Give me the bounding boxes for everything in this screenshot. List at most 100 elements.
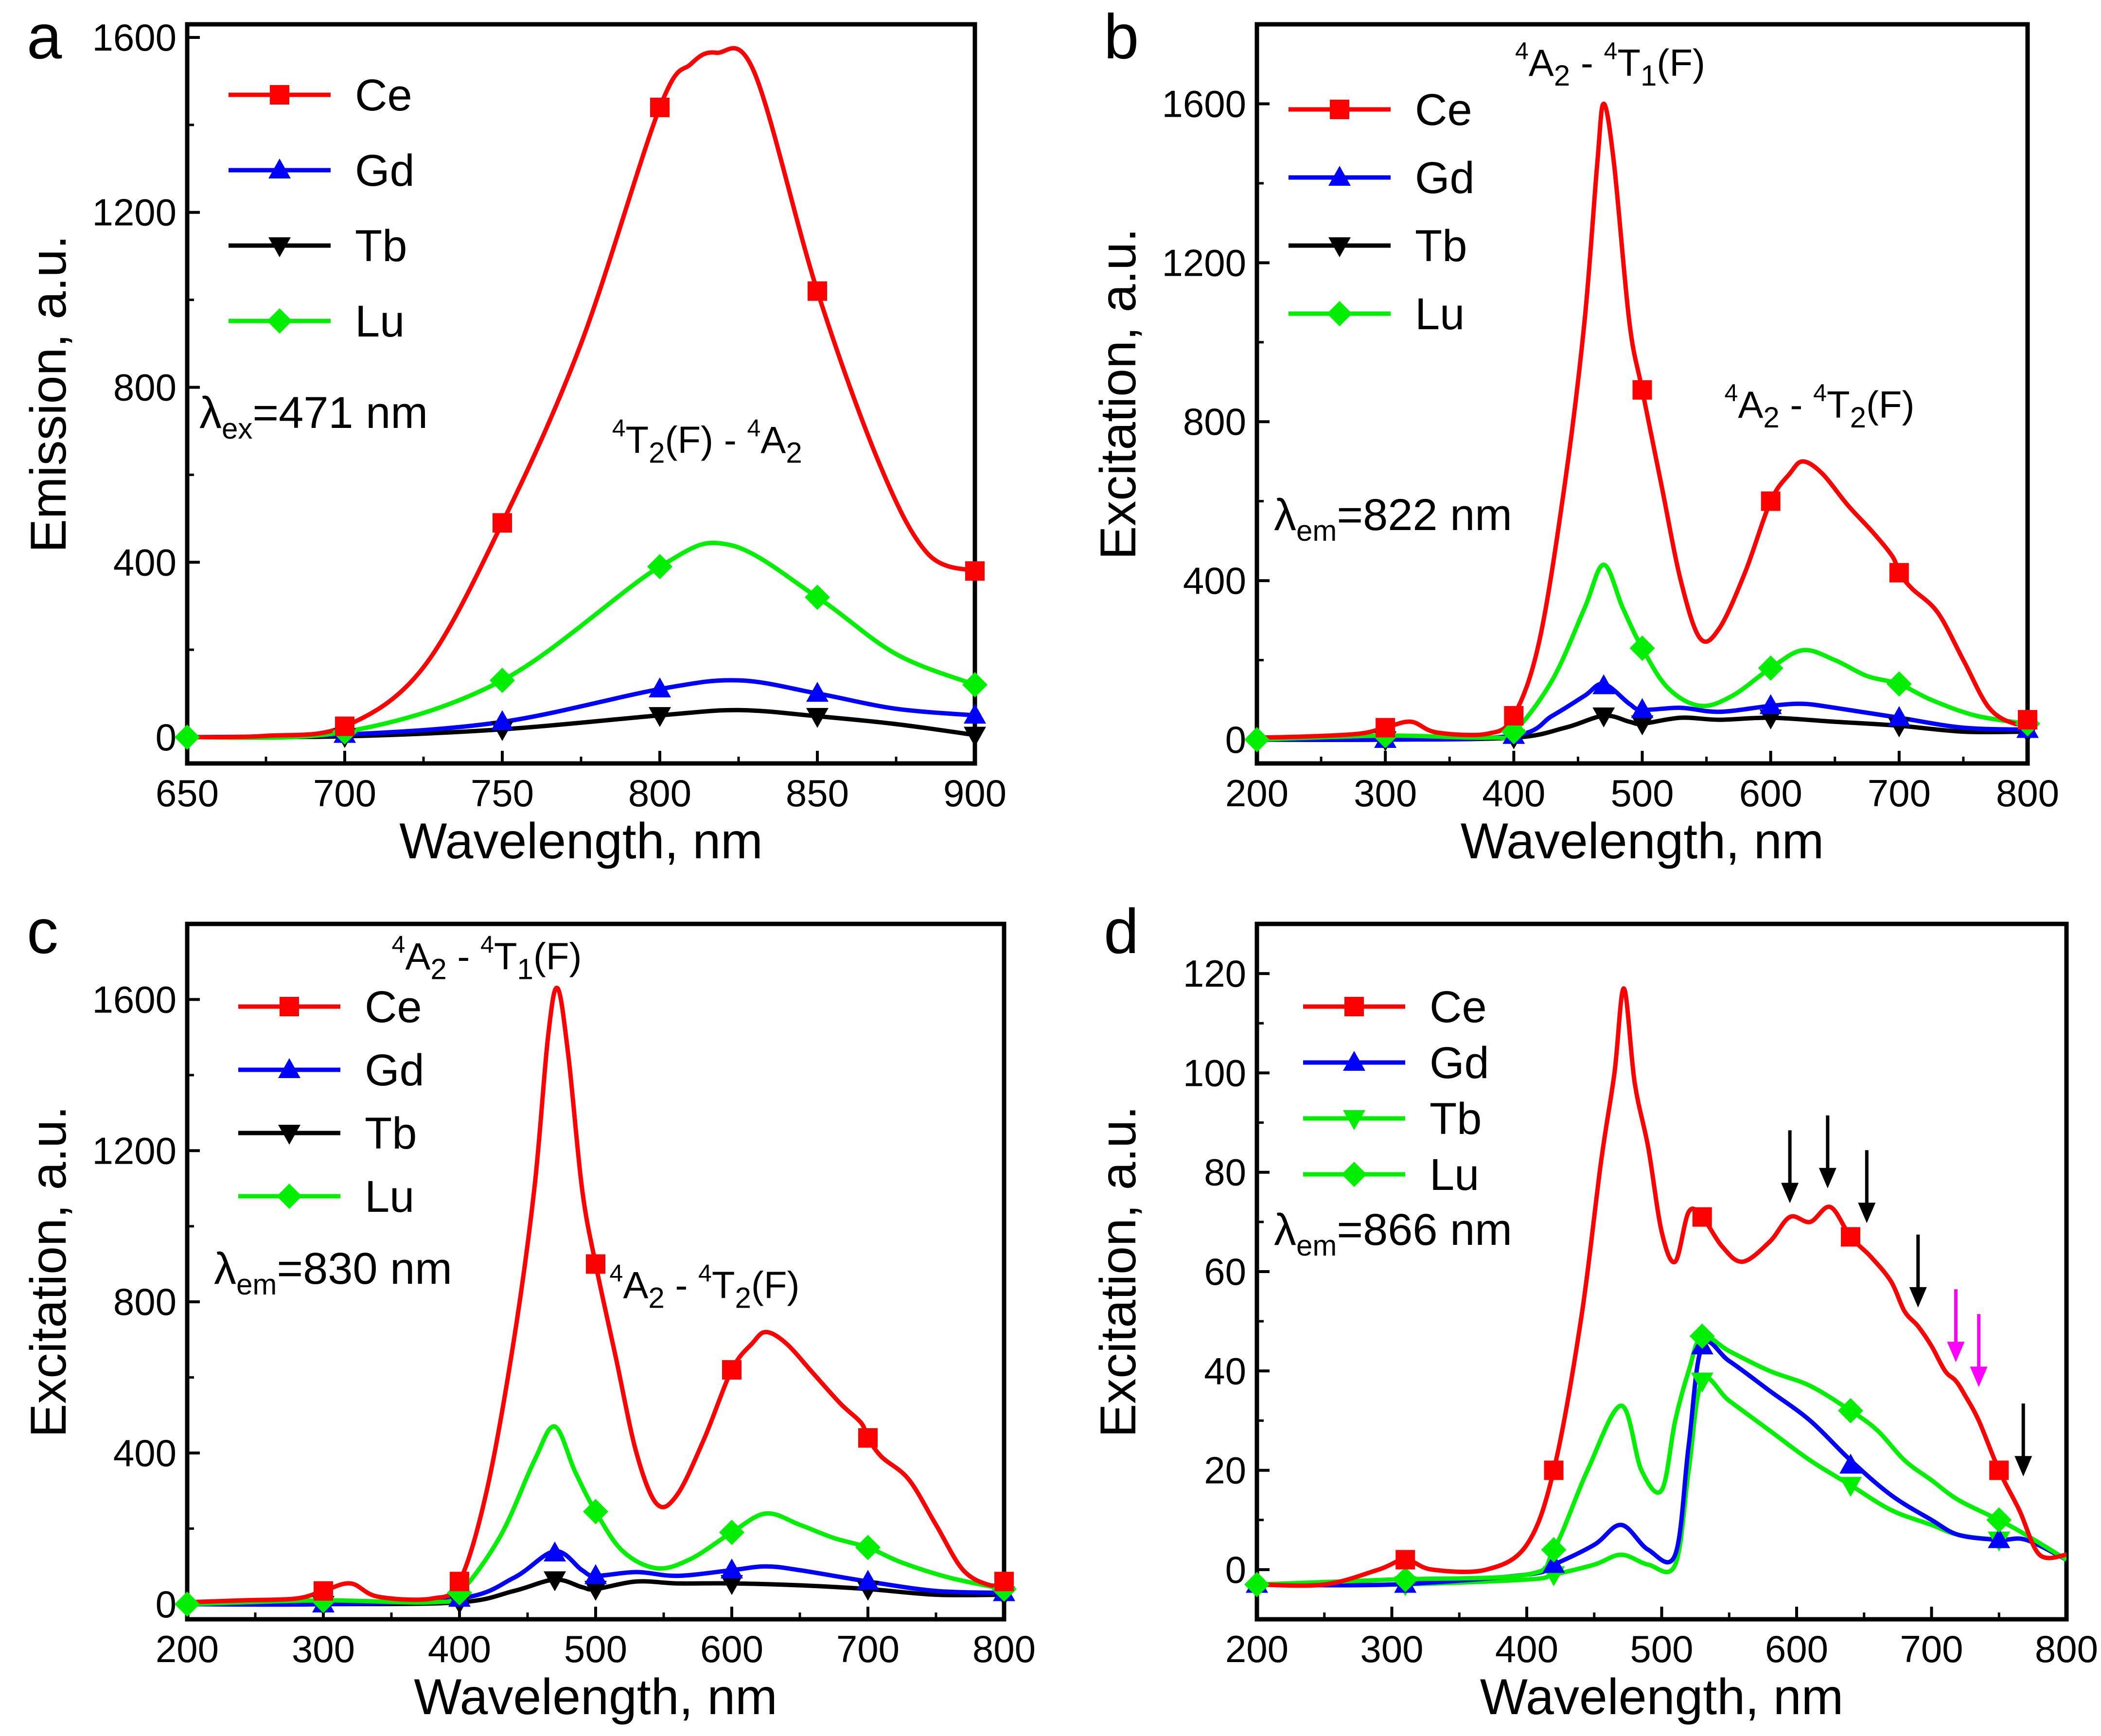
series-line-lu [1257,562,2028,742]
marker-lu [1986,1507,2012,1533]
legend-marker-tb [1328,237,1351,257]
marker-tb [649,707,671,727]
legend-marker-gd [1328,166,1351,186]
marker-gd [806,682,829,702]
marker-ce [965,561,985,581]
x-tick-label: 800 [628,772,691,815]
transition-label: 4A2 - 4T1(F) [1515,37,1705,92]
x-tick-label: 800 [1996,772,2059,815]
legend-label-ce: Ce [1430,982,1487,1032]
legend-marker-lu [277,1184,302,1209]
y-tick-label: 800 [113,1280,177,1323]
marker-tb [1691,1372,1713,1393]
marker-gd [1888,706,1910,726]
y-axis-title: Excitation, a.u. [1090,1106,1147,1437]
marker-gd [857,1570,879,1590]
x-tick-label: 700 [836,1628,900,1670]
marker-gd [964,704,986,724]
arrow-head [1947,1342,1965,1363]
marker-ce [493,513,512,533]
marker-ce [2018,710,2037,730]
marker-tb [1631,715,1654,736]
x-tick-label: 200 [1225,1628,1289,1670]
legend-label-gd: Gd [365,1045,424,1095]
marker-ce [994,1572,1014,1592]
arrow-head [1819,1168,1836,1188]
arrow-head [1909,1287,1927,1308]
legend-label-tb: Tb [365,1109,417,1158]
marker-lu [1758,655,1783,681]
legend-label-ce: Ce [355,71,412,120]
marker-ce [1989,1460,2009,1480]
y-tick-label: 400 [113,1432,177,1474]
legend-label-gd: Gd [1430,1038,1489,1088]
marker-ce [450,1572,469,1592]
marker-lu [647,554,672,580]
y-tick-label: 1600 [92,978,177,1021]
marker-lu [583,1499,608,1524]
legend-label-lu: Lu [365,1172,414,1222]
lambda-label: λem=866 nm [1274,1205,1512,1262]
x-tick-label: 500 [1630,1628,1693,1670]
marker-lu [855,1535,881,1560]
y-tick-label: 1200 [92,191,177,234]
marker-gd [1592,674,1615,694]
marker-ce [1889,563,1909,583]
marker-gd [584,1564,607,1584]
marker-gd [491,710,513,730]
y-tick-label: 1200 [1162,241,1246,284]
series-line-tb [1257,1375,2066,1587]
lambda-label: λex=471 nm [199,388,428,445]
marker-lu [1244,726,1270,752]
legend-label-ce: Ce [1415,85,1472,135]
marker-gd [544,1541,566,1561]
x-tick-label: 800 [972,1628,1036,1670]
x-axis-title: Wavelength, nm [1480,1669,1844,1725]
legend-label-gd: Gd [1415,153,1475,203]
marker-gd [1542,1553,1565,1573]
x-tick-label: 300 [1360,1628,1423,1670]
marker-ce [650,97,670,117]
x-tick-label: 600 [700,1628,763,1670]
legend-marker-tb [278,1125,300,1145]
plot-frame [1254,921,2069,1622]
legend-marker-gd [278,1058,300,1078]
marker-ce [335,716,354,736]
x-tick-label: 400 [1482,772,1545,815]
marker-ce [808,281,827,301]
x-axis-title: Wavelength, nm [399,813,763,869]
panel-c: c 200 300 400 500 600 700 800 0 400 800 1200 1600 Wav… [20,896,1036,1725]
legend-marker-tb [1343,1110,1365,1130]
y-tick-label: 0 [156,1583,177,1626]
x-tick-label: 200 [156,1628,219,1670]
x-tick-label: 650 [156,772,219,815]
x-tick-label: 600 [1739,772,1802,815]
marker-gd [1839,1453,1862,1474]
legend-marker-ce [270,85,289,105]
marker-ce [1395,1550,1415,1570]
panel-b: b 200 300 400 500 600 700 800 0 400 800 1200 1600 Wav… [1090,1,2059,869]
legend-marker-lu [1327,301,1352,326]
y-tick-label: 1600 [92,16,177,59]
marker-tb [806,708,829,728]
legend-marker-ce [280,997,299,1016]
x-tick-label: 800 [2035,1628,2098,1670]
panel-a: a 650 700 750 800 850 900 0 400 800 1200 1600 Wavele… [20,1,1006,869]
marker-lu [175,725,200,750]
marker-ce [1632,380,1652,400]
marker-tb [964,726,986,747]
transition-label: 4A2 - 4T1(F) [392,931,582,985]
marker-ce [1544,1460,1564,1480]
legend-label-ce: Ce [365,982,422,1032]
marker-gd [721,1558,743,1578]
x-tick-label: 700 [1868,772,1931,815]
legend-marker-lu [1342,1162,1367,1187]
y-tick-label: 0 [156,716,177,759]
y-axis-title: Excitation, a.u. [20,1106,77,1437]
arrow-head [1970,1366,1988,1387]
marker-gd [649,677,671,698]
marker-ce [586,1254,605,1274]
legend-marker-gd [268,159,291,178]
marker-ce [1504,706,1524,726]
